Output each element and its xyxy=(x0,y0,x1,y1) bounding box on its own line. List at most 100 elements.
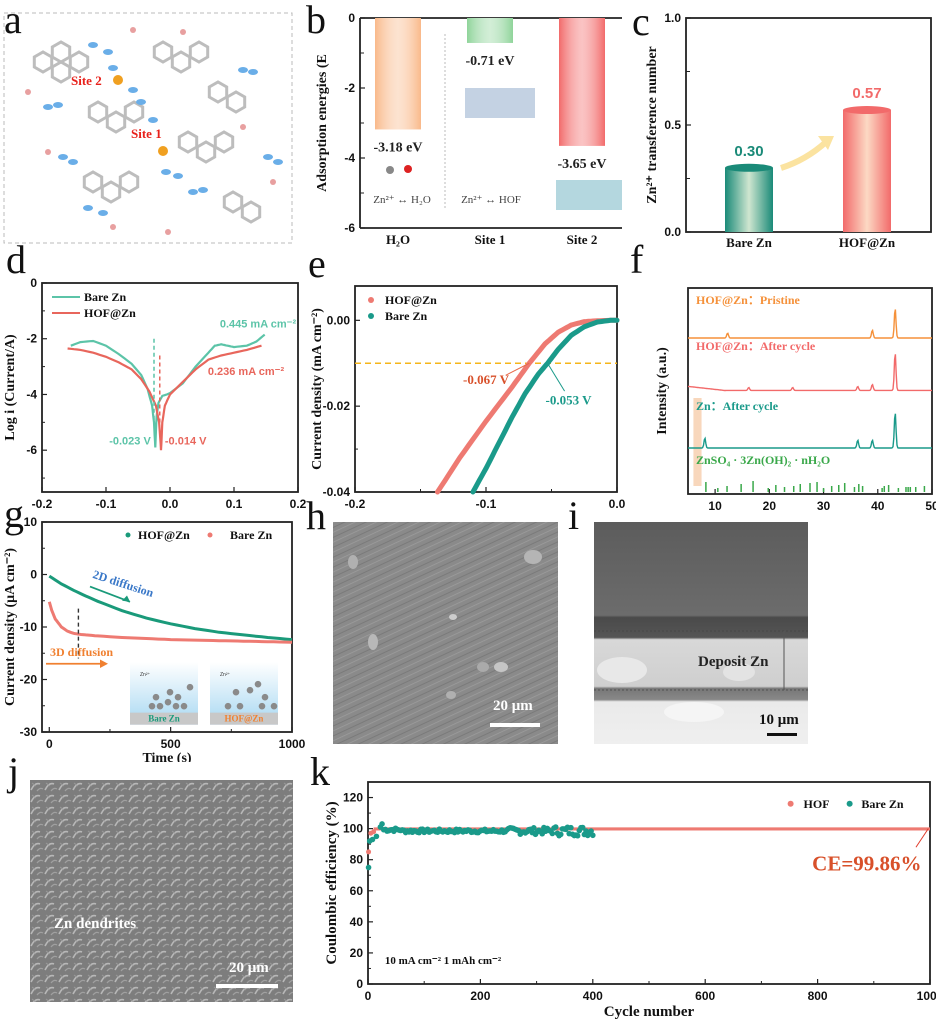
scale-bar-i xyxy=(767,733,797,736)
zn-particle xyxy=(246,686,254,694)
xrd-pattern-0 xyxy=(688,309,932,339)
reference-label: ZnSO₄ · 3Zn(OH)₂ · nH₂O xyxy=(696,453,830,467)
sem-texture-j xyxy=(30,780,293,1002)
nitrogen-atom xyxy=(173,173,183,179)
chart-e-lsv: 0.00 -0.02 -0.04-0.2 -0.1 0.0 HOF@Zn Bare Zn -0… xyxy=(310,285,625,510)
xrd-pattern-1 xyxy=(687,354,932,392)
nitrogen-atom xyxy=(198,187,208,193)
y-tick-label: 0 xyxy=(348,11,355,25)
legend-marker xyxy=(787,800,794,807)
ce-pointer xyxy=(915,828,929,848)
x-tick-label: 50 xyxy=(925,499,936,510)
bare-zn-point xyxy=(579,824,586,831)
nitrogen-atom xyxy=(103,49,113,55)
series-hof-zn xyxy=(67,344,262,451)
hex-ring xyxy=(50,60,72,84)
bare-zn-point xyxy=(552,824,559,830)
site2-label: Site 2 xyxy=(71,73,102,88)
zn-particle xyxy=(232,688,240,696)
oxygen-atom xyxy=(270,179,276,185)
x-tick-label: 0.2 xyxy=(290,497,307,510)
x-tick-label: 20 xyxy=(763,499,777,510)
hof-structure-image: Site 2 Site 1 xyxy=(3,12,293,244)
y-tick-label: 0 xyxy=(30,276,37,290)
x-tick-label: 30 xyxy=(817,499,831,510)
hex-ring xyxy=(50,40,72,64)
annotation-hof-potential: -0.067 V xyxy=(463,372,510,387)
sem-texture-h xyxy=(333,522,558,744)
panel-letter-c: c xyxy=(632,0,650,44)
hex-ring xyxy=(100,180,122,204)
chart-c-transference: 0.0 0.5 1.0 0.30 Bare Zn 0.57 HOF@Zn Zn²⁺ trans… xyxy=(645,11,932,250)
x-tick-label: 500 xyxy=(161,737,181,751)
y-axis-label: Log i (Current/A) xyxy=(3,334,18,441)
legend-label: Bare Zn xyxy=(84,290,126,304)
series-hof-band xyxy=(373,827,930,831)
y-axis-label: Adsorption energies (E xyxy=(315,54,330,192)
site1-marker xyxy=(158,146,168,156)
hex-ring xyxy=(188,40,210,64)
arrow-2d xyxy=(89,585,131,603)
oxygen-atom xyxy=(130,27,136,33)
increase-arrow xyxy=(780,139,829,171)
x-tick-label: 0.0 xyxy=(162,497,179,510)
bar-cap xyxy=(843,106,891,115)
chart-f-xrd: 10 20 30 40 50 HOF@Zn：Pristine HOF@Zn：After cy… xyxy=(655,287,936,510)
nitrogen-atom xyxy=(148,117,158,123)
y-tick-label: -20 xyxy=(20,673,38,687)
hof-point xyxy=(366,849,372,855)
bare-zn-point xyxy=(588,828,594,834)
x-category-label: Site 2 xyxy=(567,232,598,247)
xrd-pattern-2 xyxy=(688,413,932,449)
nitrogen-atom xyxy=(53,102,63,108)
oxygen-atom xyxy=(180,29,186,35)
pointer-hof xyxy=(505,362,530,376)
scale-label-i: 10 μm xyxy=(759,712,799,728)
x-tick-label: 0.0 xyxy=(609,497,625,510)
panel-letter-j: j xyxy=(8,749,20,794)
nitrogen-atom xyxy=(161,169,171,175)
legend-marker xyxy=(846,800,853,807)
y-axis-label: Coulombic efficiency (%) xyxy=(324,801,340,964)
pattern-label: Zn：After cycle xyxy=(696,399,779,413)
chart-b-adsorption: 0 -2 -4 -6 -3.18 eV H₂O -0.71 eV Site 1 -3.65 eV… xyxy=(315,11,622,247)
x-tick-label: 1000 xyxy=(917,989,936,1003)
zn-particle xyxy=(261,693,269,701)
inset-label: HOF@Zn xyxy=(225,714,264,724)
hex-ring xyxy=(118,170,140,194)
condition-annotation: 10 mA cm⁻² 1 mAh cm⁻² xyxy=(385,955,502,967)
nitrogen-atom xyxy=(68,159,78,165)
panel-letter-d: d xyxy=(6,237,26,282)
nitrogen-atom xyxy=(136,99,146,105)
x-category-label: H₂O xyxy=(386,232,410,247)
hex-ring xyxy=(222,190,244,214)
y-tick-label: -0.02 xyxy=(323,399,351,413)
x-axis-label: Cycle number xyxy=(604,1004,695,1020)
legend-label: HOF xyxy=(804,797,830,811)
y-axis-label: Zn²⁺ transference number xyxy=(645,46,660,204)
sem-texture-i xyxy=(594,522,808,744)
hex-ring xyxy=(87,100,109,124)
oxygen-atom xyxy=(45,149,51,155)
y-tick-label: -2 xyxy=(26,332,37,346)
scale-label-j: 20 μm xyxy=(229,960,269,976)
y-tick-label: -4 xyxy=(26,387,37,401)
zn-particle xyxy=(166,688,174,696)
y-axis-label: Current density (μA cm⁻²) xyxy=(3,548,18,706)
zn-dendrites-label: Zn dendrites xyxy=(54,916,137,932)
sem-image-hof-zn: 20 μm xyxy=(333,522,558,744)
legend-label: Bare Zn xyxy=(385,309,427,323)
sem-image-bare-zn-dendrites: Zn dendrites 20 μm xyxy=(30,780,293,1002)
x-tick-label: -0.1 xyxy=(476,497,497,510)
y-axis-label: Intensity (a.u.) xyxy=(655,347,670,435)
legend-marker xyxy=(207,532,213,538)
x-tick-label: 600 xyxy=(695,989,715,1003)
panel-letter-g: g xyxy=(4,491,24,536)
water-molecule-icon xyxy=(404,165,412,173)
bar-barezn xyxy=(725,167,773,232)
y-tick-label: -6 xyxy=(344,221,355,235)
sem-image-cross-section: Deposit Zn 10 μm xyxy=(594,522,808,744)
x-tick-label: 200 xyxy=(470,989,490,1003)
nitrogen-atom xyxy=(58,154,68,160)
y-tick-label: 120 xyxy=(343,791,363,805)
